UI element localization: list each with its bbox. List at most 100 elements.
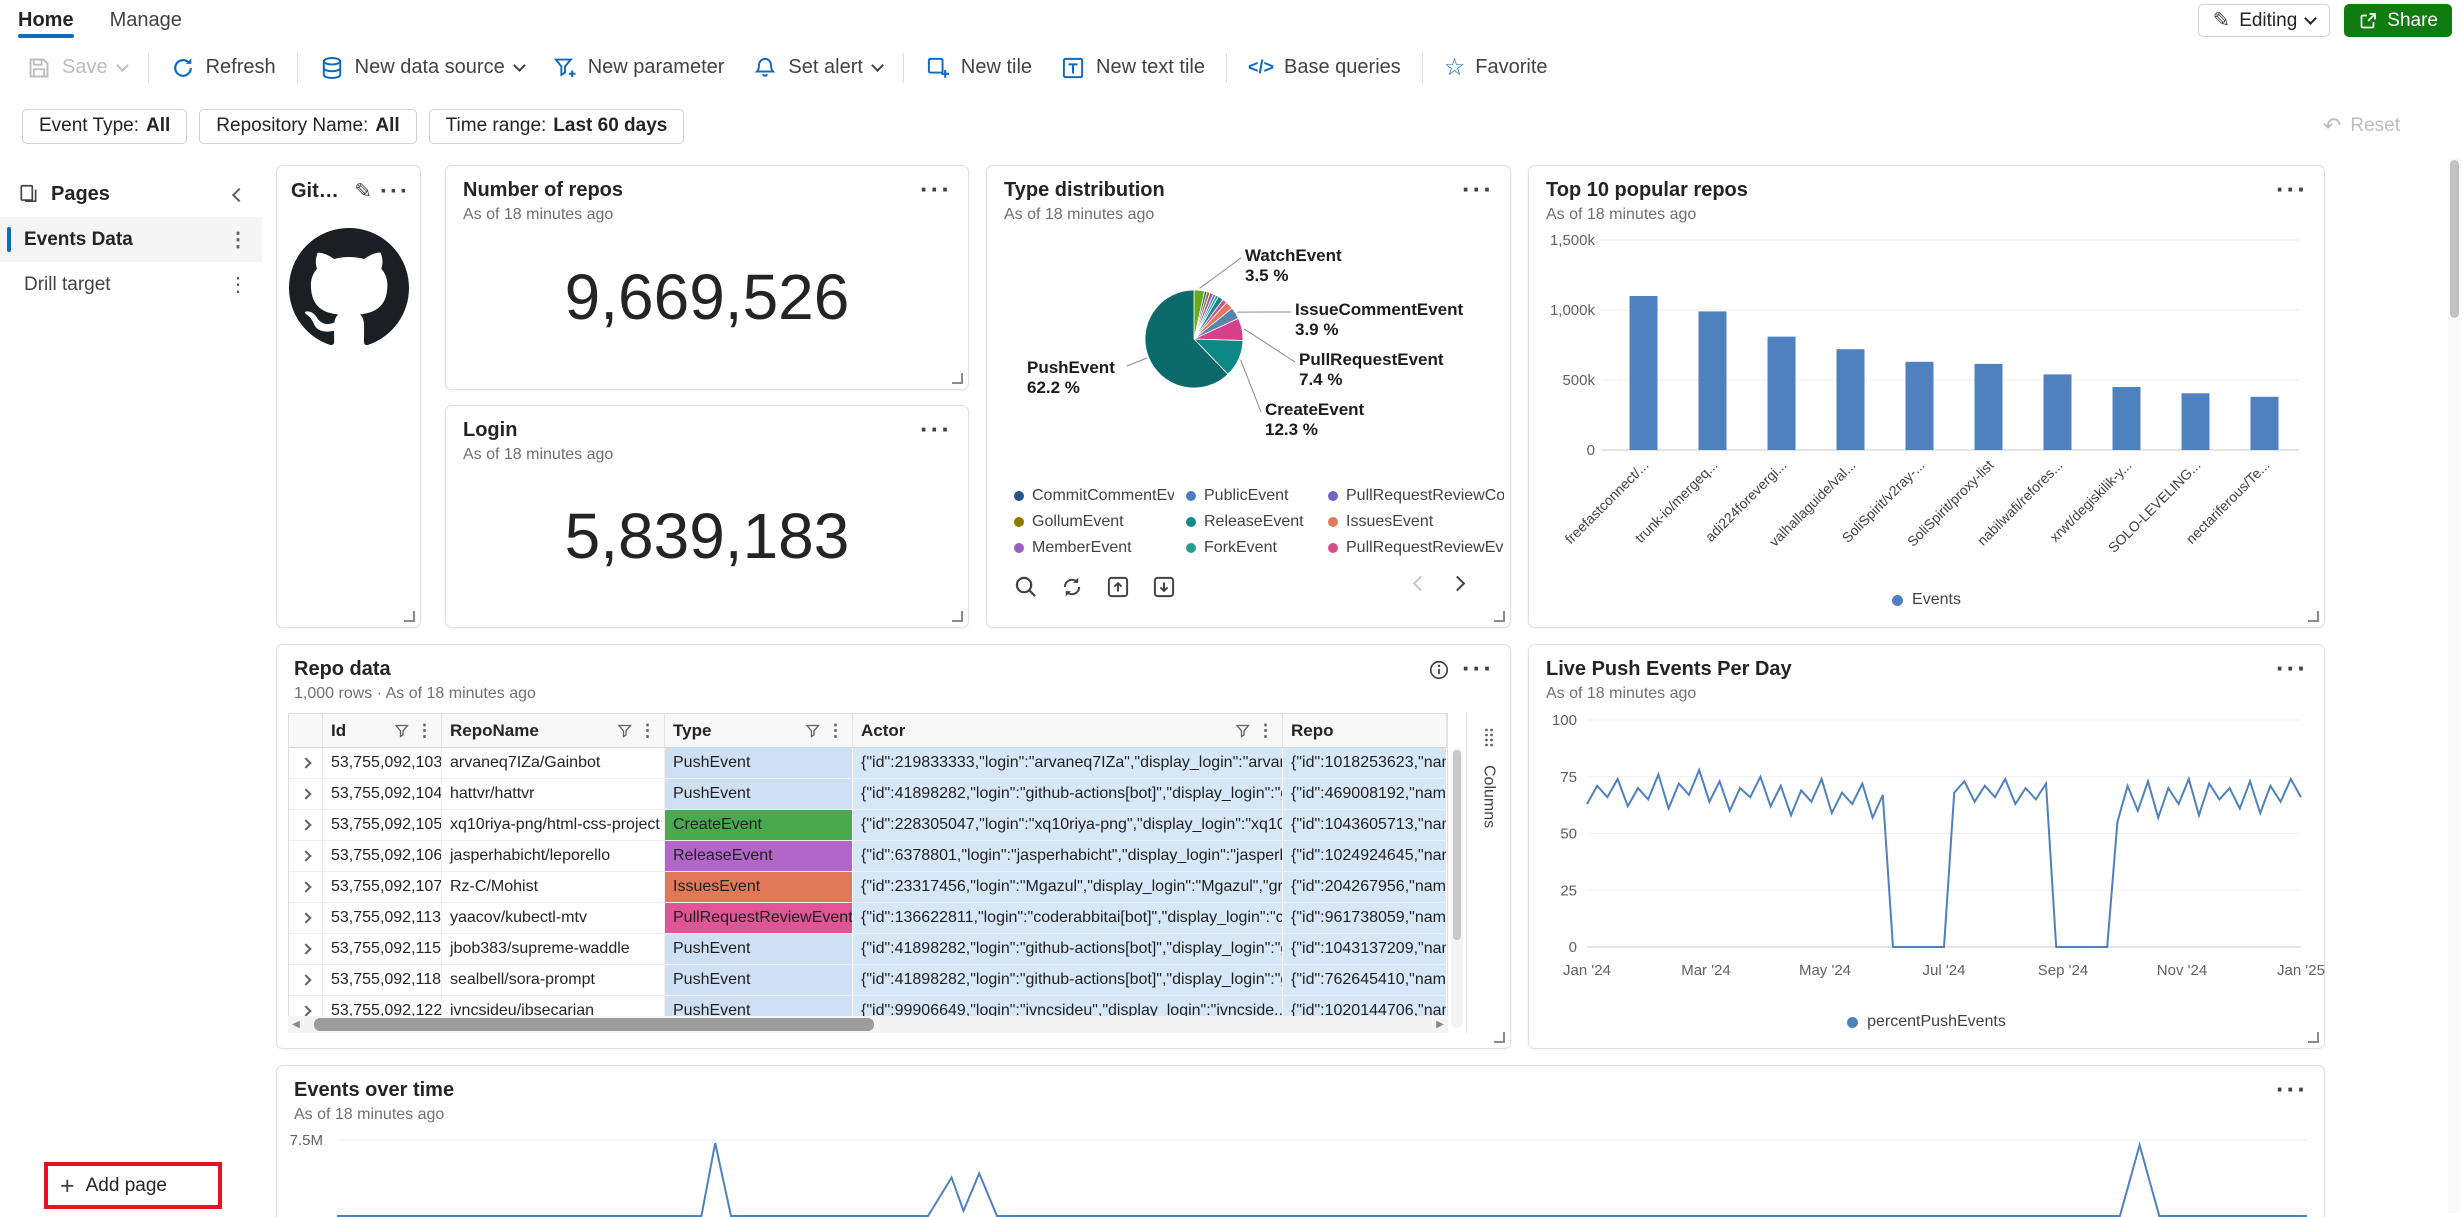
- cycle-icon[interactable]: [1059, 574, 1085, 600]
- filter-repository-name[interactable]: Repository Name: All: [199, 108, 417, 144]
- resize-handle[interactable]: [404, 611, 415, 622]
- tile-top10-popular-repos[interactable]: Top 10 popular repos As of 18 minutes ag…: [1528, 165, 2325, 628]
- column-menu-icon[interactable]: ⋮: [1257, 720, 1274, 740]
- upload-icon[interactable]: [1105, 574, 1131, 600]
- legend-item[interactable]: MemberEvent: [1014, 538, 1174, 558]
- filter-event-type[interactable]: Event Type: All: [22, 108, 188, 144]
- new-text-tile-button[interactable]: New text tile: [1046, 46, 1219, 90]
- previous-page-icon[interactable]: [1412, 575, 1429, 592]
- column-menu-icon[interactable]: ⋮: [416, 720, 433, 740]
- tile-menu-icon[interactable]: ···: [2276, 174, 2308, 204]
- tile-login[interactable]: Login As of 18 minutes ago ··· 5,839,183: [445, 405, 969, 628]
- expand-row-icon[interactable]: [289, 903, 323, 933]
- column-header-expand[interactable]: [289, 714, 323, 747]
- tile-menu-icon[interactable]: ···: [2276, 653, 2308, 683]
- kebab-vertical-icon[interactable]: ⋮: [228, 229, 248, 251]
- add-page-button[interactable]: + Add page: [48, 1173, 218, 1198]
- legend-item[interactable]: PullRequestReviewComm: [1328, 486, 1504, 506]
- expand-row-icon[interactable]: [289, 748, 323, 778]
- edit-tile-icon[interactable]: ✎: [354, 180, 373, 203]
- filter-time-range[interactable]: Time range: Last 60 days: [428, 108, 685, 144]
- resize-handle[interactable]: [2308, 611, 2319, 622]
- expand-row-icon[interactable]: [289, 841, 323, 871]
- column-header-id[interactable]: Id ⋮: [323, 714, 442, 747]
- tile-type-distribution[interactable]: Type distribution As of 18 minutes ago ·…: [986, 165, 1511, 628]
- kebab-vertical-icon[interactable]: ⋮: [228, 274, 248, 296]
- collapse-sidebar-icon[interactable]: [231, 183, 247, 206]
- tile-number-of-repos[interactable]: Number of repos As of 18 minutes ago ···…: [445, 165, 969, 390]
- table-vertical-scrollbar[interactable]: [1451, 748, 1463, 1028]
- column-menu-icon[interactable]: ⋮: [639, 720, 656, 740]
- base-queries-button[interactable]: </> Base queries: [1234, 46, 1415, 90]
- table-row[interactable]: 53,755,092,118 sealbell/sora-prompt PushEv…: [289, 965, 1447, 996]
- scroll-left-icon[interactable]: ◀: [292, 1019, 300, 1030]
- filter-funnel-icon[interactable]: [394, 723, 410, 739]
- scroll-right-icon[interactable]: ▶: [1436, 1019, 1444, 1030]
- legend-item[interactable]: GollumEvent: [1014, 512, 1174, 532]
- table-row[interactable]: 53,755,092,104 hattvr/hattvr PushEvent {"id…: [289, 779, 1447, 810]
- column-header-reponame[interactable]: RepoName ⋮: [442, 714, 665, 747]
- tile-menu-icon[interactable]: ···: [920, 414, 952, 444]
- table-horizontal-scrollbar[interactable]: ◀ ▶: [288, 1016, 1448, 1033]
- expand-row-icon[interactable]: [289, 934, 323, 964]
- resize-handle[interactable]: [1494, 1032, 1505, 1043]
- expand-row-icon[interactable]: [289, 810, 323, 840]
- scrollbar-thumb[interactable]: [314, 1018, 874, 1031]
- legend-item[interactable]: CommitCommentEvent: [1014, 486, 1174, 506]
- expand-row-icon[interactable]: [289, 996, 323, 1026]
- filter-funnel-icon[interactable]: [805, 723, 821, 739]
- page-scrollbar[interactable]: [2448, 158, 2461, 1213]
- download-icon[interactable]: [1151, 574, 1177, 600]
- save-button[interactable]: Save: [12, 46, 141, 90]
- legend-item[interactable]: ForkEvent: [1186, 538, 1316, 558]
- sidebar-item-drill-target[interactable]: Drill target ⋮: [0, 262, 262, 307]
- new-tile-button[interactable]: New tile: [911, 46, 1046, 90]
- editing-button[interactable]: ✎ Editing: [2197, 4, 2331, 37]
- sidebar-item-events-data[interactable]: Events Data ⋮: [0, 217, 262, 262]
- filter-funnel-icon[interactable]: [1235, 723, 1251, 739]
- column-header-repo[interactable]: Repo: [1283, 714, 1447, 747]
- table-row[interactable]: 53,755,092,107 Rz-C/Mohist IssuesEvent {"id…: [289, 872, 1447, 903]
- resize-handle[interactable]: [1494, 611, 1505, 622]
- info-icon[interactable]: [1428, 659, 1450, 681]
- table-row[interactable]: 53,755,092,106 jasperhabicht/leporello Rel…: [289, 841, 1447, 872]
- filter-funnel-icon[interactable]: [617, 723, 633, 739]
- tile-menu-icon[interactable]: ···: [920, 174, 952, 204]
- new-data-source-button[interactable]: New data source: [305, 46, 538, 90]
- tile-live-push-events[interactable]: Live Push Events Per Day As of 18 minute…: [1528, 644, 2325, 1049]
- tile-menu-icon[interactable]: ···: [2276, 1074, 2308, 1104]
- column-header-type[interactable]: Type ⋮: [665, 714, 853, 747]
- share-button[interactable]: Share: [2344, 4, 2452, 37]
- tile-menu-icon[interactable]: ···: [1462, 174, 1494, 204]
- table-row[interactable]: 53,755,092,113 yaacov/kubectl-mtv PullRequ…: [289, 903, 1447, 934]
- expand-row-icon[interactable]: [289, 779, 323, 809]
- new-parameter-button[interactable]: New parameter: [538, 46, 739, 90]
- expand-row-icon[interactable]: [289, 965, 323, 995]
- tile-github[interactable]: GitHub ✎ ···: [276, 165, 421, 628]
- next-page-icon[interactable]: [1449, 575, 1466, 592]
- favorite-button[interactable]: ☆ Favorite: [1430, 46, 1562, 90]
- tile-repo-data[interactable]: Repo data 1,000 rows · As of 18 minutes …: [276, 644, 1511, 1049]
- reset-button[interactable]: ↶ Reset: [2323, 115, 2400, 137]
- legend-item[interactable]: ReleaseEvent: [1186, 512, 1316, 532]
- tab-manage[interactable]: Manage: [110, 0, 182, 40]
- expand-row-icon[interactable]: [289, 872, 323, 902]
- scrollbar-thumb[interactable]: [2450, 160, 2459, 318]
- search-icon[interactable]: [1013, 574, 1039, 600]
- tile-events-over-time[interactable]: Events over time As of 18 minutes ago ··…: [276, 1065, 2325, 1217]
- table-row[interactable]: 53,755,092,115 jbob383/supreme-waddle Push…: [289, 934, 1447, 965]
- columns-panel[interactable]: Columns: [1466, 713, 1510, 1033]
- tab-home[interactable]: Home: [18, 0, 74, 40]
- legend-item[interactable]: PublicEvent: [1186, 486, 1316, 506]
- tile-menu-icon[interactable]: ···: [380, 177, 410, 205]
- legend-item[interactable]: IssuesEvent: [1328, 512, 1504, 532]
- column-menu-icon[interactable]: ⋮: [827, 720, 844, 740]
- tile-menu-icon[interactable]: ···: [1462, 653, 1494, 683]
- table-row[interactable]: 53,755,092,103 arvaneq7IZa/Gainbot PushEve…: [289, 748, 1447, 779]
- table-row[interactable]: 53,755,092,105 xq10riya-png/html-css-proj…: [289, 810, 1447, 841]
- resize-handle[interactable]: [952, 373, 963, 384]
- resize-handle[interactable]: [952, 611, 963, 622]
- refresh-button[interactable]: Refresh: [156, 46, 290, 90]
- legend-item[interactable]: PullRequestReviewEvent: [1328, 538, 1504, 558]
- set-alert-button[interactable]: Set alert: [738, 46, 895, 90]
